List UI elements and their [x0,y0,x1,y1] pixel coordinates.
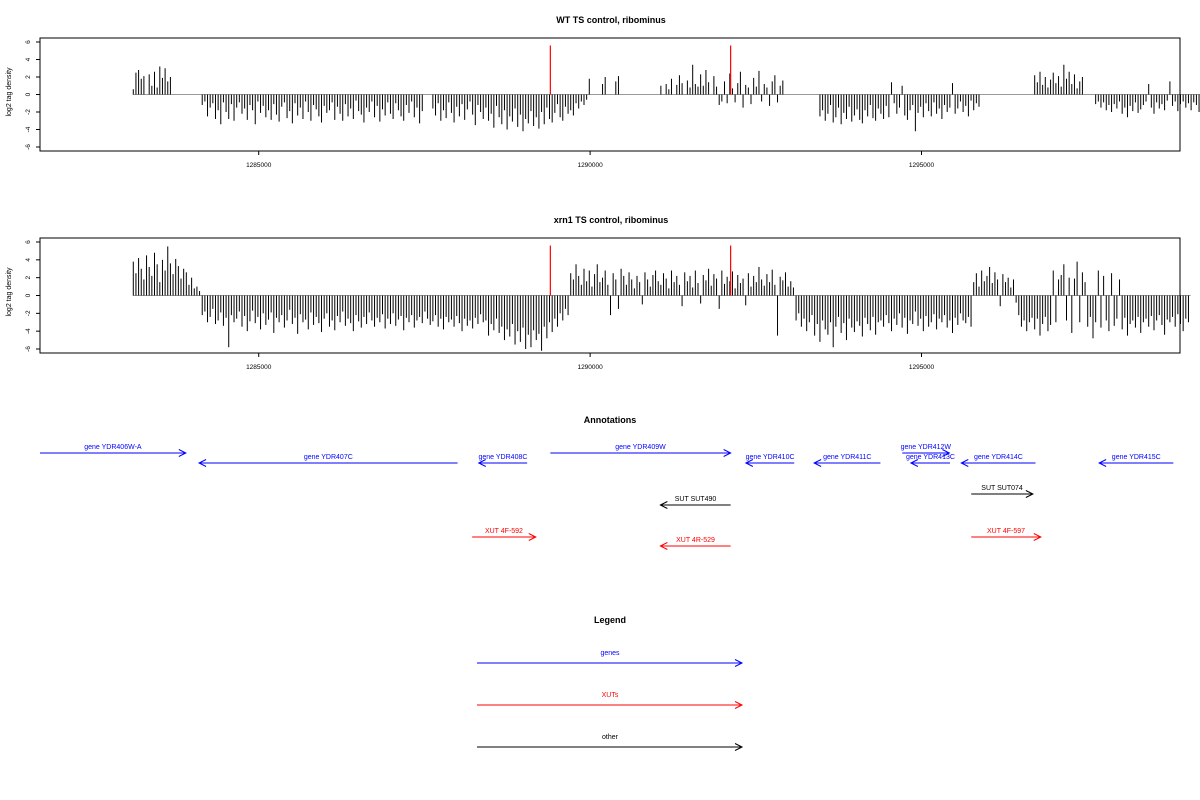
feature-gene-ydr413c: gene YDR413C [906,454,955,467]
annotation-features: gene YDR406W-A gene YDR407C gene YDR408C ge… [40,444,1174,550]
arrowhead [659,542,668,550]
arrowhead [734,743,744,751]
x-tick-label: 1285000 [246,364,272,371]
arrowhead [659,501,668,509]
legend-entry-xut: XUTs [477,692,744,709]
x-tick-label: 1295000 [909,364,935,371]
feature-label: gene YDR409W [615,444,666,451]
arrowhead [477,459,486,467]
feature-gene-ydr412w: gene YDR412W [901,444,952,457]
feature-label: XUT 4R-529 [676,537,715,544]
feature-gene-ydr414c: gene YDR414C [960,454,1036,467]
feature-label: gene YDR410C [746,454,795,461]
arrowhead [734,701,744,709]
feature-label: gene YDR407C [304,454,353,461]
arrowhead [528,533,537,541]
arrowhead [734,659,744,667]
y-tick-label: -2 [25,109,32,115]
legend-label: XUTs [602,692,619,699]
y-axis-label: log2 tag density [6,267,13,317]
legend-label: genes [600,650,620,657]
feature-gene-ydr410c: gene YDR410C [744,454,795,467]
y-tick-label: 4 [25,57,32,61]
x-tick-label: 1285000 [246,162,272,169]
axes: -6 -4 -2 0 2 4 6 1285000 1290000 1295000 [25,37,1181,169]
arrowhead [909,459,919,467]
feature-gene-ydr409w: gene YDR409W [550,444,732,457]
legend-entry-other: other [477,734,744,751]
feature-gene-ydr406w-a: gene YDR406W-A [40,444,187,457]
annotations-title: Annotations [584,415,637,425]
y-tick-label: -2 [25,310,32,316]
arrowhead [813,459,822,467]
axes: -6 -4 -2 0 2 4 6 1285000 1290000 1295000 [25,237,1181,371]
legend-entry-gene: genes [477,650,744,667]
y-tick-label: -4 [25,328,32,334]
legend-entries: genes XUTs other [477,650,744,751]
y-tick-label: 6 [25,40,32,44]
feature-label: gene YDR408C [479,454,528,461]
feature-gene-ydr411c: gene YDR411C [813,454,881,467]
y-tick-label: 6 [25,240,32,244]
arrowhead [178,449,187,457]
panel-title: xrn1 TS control, ribominus [554,215,669,225]
y-tick-label: -4 [25,126,32,132]
density-bars [132,245,1191,351]
arrowhead [744,459,754,467]
legend-label: other [602,734,619,741]
panel-wt: WT TS control, ribominus log2 tag densit… [6,15,1200,169]
feature-label: gene YDR413C [906,454,955,461]
y-tick-label: 2 [25,75,32,79]
arrowhead [1025,490,1034,498]
y-tick-label: -6 [25,346,32,352]
panel-xrn1: xrn1 TS control, ribominus log2 tag dens… [6,215,1191,371]
arrowhead [960,459,969,467]
feature-label: SUT SUT074 [981,485,1023,492]
y-axis-label: log2 tag density [6,67,13,117]
arrowhead [942,449,951,457]
feature-label: gene YDR412W [901,444,952,451]
feature-label: gene YDR411C [823,454,871,461]
arrowhead [723,449,732,457]
arrowhead [1098,459,1107,467]
legend: Legend genes XUTs other [477,615,744,751]
arrowhead [197,459,207,467]
arrowhead [1033,533,1042,541]
y-tick-label: 2 [25,275,32,279]
legend-title: Legend [594,615,626,625]
y-tick-label: 4 [25,258,32,262]
feature-label: XUT 4F-592 [485,528,523,535]
feature-gene-ydr407c: gene YDR407C [197,454,458,467]
panel-title: WT TS control, ribominus [556,15,666,25]
x-tick-label: 1290000 [577,364,603,371]
feature-xut-4f-592: XUT 4F-592 [472,528,537,541]
feature-gene-ydr408c: gene YDR408C [477,454,528,467]
feature-label: gene YDR415C [1112,454,1161,461]
feature-label: gene YDR406W-A [84,444,142,451]
x-tick-label: 1290000 [577,162,603,169]
y-tick-label: 0 [25,293,32,297]
feature-sut-sut074: SUT SUT074 [971,485,1034,498]
y-tick-label: -6 [25,144,32,150]
density-bars [132,45,1200,132]
feature-gene-ydr415c: gene YDR415C [1098,454,1174,467]
feature-label: gene YDR414C [974,454,1023,461]
feature-xut-4r-529: XUT 4R-529 [659,537,731,550]
x-tick-label: 1295000 [909,162,935,169]
feature-sut-sut490: SUT SUT490 [659,496,731,509]
feature-label: SUT SUT490 [675,496,717,503]
feature-xut-4f-597: XUT 4F-597 [971,528,1042,541]
feature-label: XUT 4F-597 [987,528,1025,535]
y-tick-label: 0 [25,92,32,96]
